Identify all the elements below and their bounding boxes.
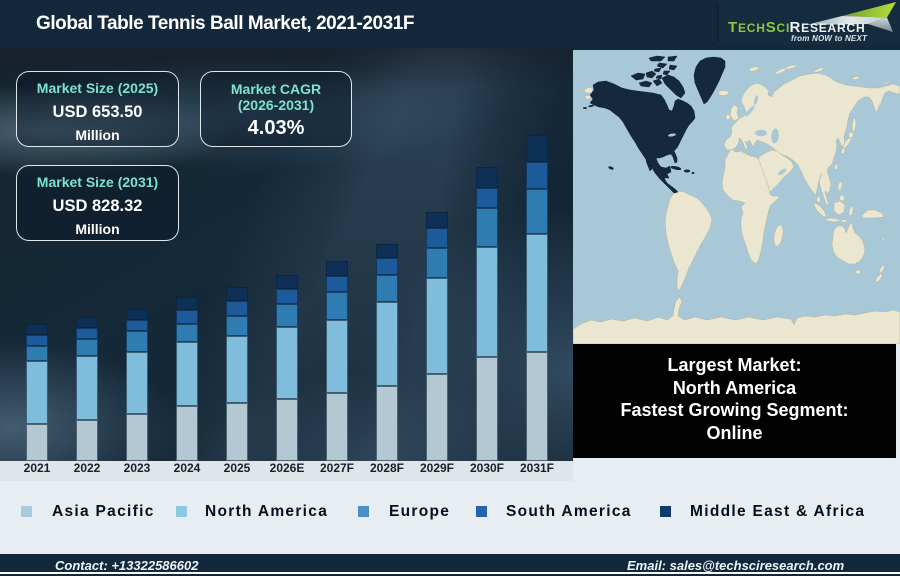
svg-text:from NOW to NEXT: from NOW to NEXT xyxy=(791,34,868,43)
svg-text:RESEARCH: RESEARCH xyxy=(790,19,866,36)
svg-text:TECHSCI: TECHSCI xyxy=(728,19,790,36)
